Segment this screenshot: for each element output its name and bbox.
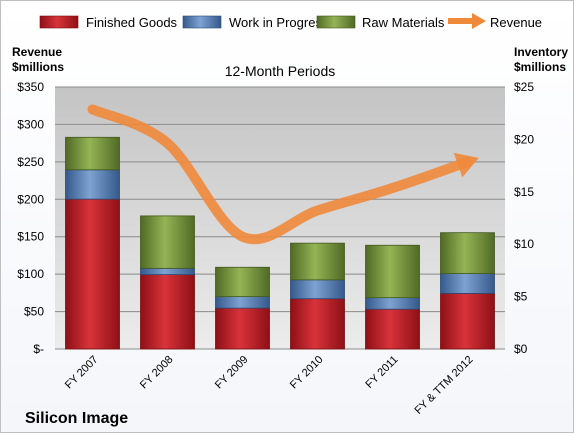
x-tick-label: FY & TTM 2012 [413,354,476,417]
bar-finished-goods [440,293,495,350]
left-axis-title-line2: $millions [12,60,64,74]
legend-item-raw-materials: Raw Materials [316,15,445,30]
x-axis-ticks: FY 2007 FY 2008 FY 2009 FY 2010 FY 2011 FY & … [63,354,476,417]
left-tick-label: $300 [17,117,44,131]
right-axis-ticks: $0 $5 $10 $15 $20 $25 [514,80,534,356]
left-axis-ticks: $- $50 $100 $150 $200 $250 $300 $350 [17,80,44,356]
left-tick-label: $350 [17,80,44,94]
bars-layer [65,136,495,350]
bar-raw-materials [290,242,345,281]
right-axis-title-line2: $millions [514,60,566,74]
right-tick-label: $10 [514,237,534,251]
legend-swatch-work-in-progress [182,15,222,29]
bar-finished-goods [365,308,420,350]
x-tick-label: FY 2008 [138,354,176,392]
left-axis-title-line1: Revenue [12,45,62,59]
legend-arrow-revenue [472,13,486,29]
x-tick-label: FY 2011 [363,354,400,391]
left-tick-label: $250 [17,155,44,169]
bar-finished-goods [290,298,345,350]
bar-work-in-progress [440,273,495,294]
left-tick-label: $150 [17,230,44,244]
x-tick-label: FY 2009 [213,354,251,392]
right-tick-label: $5 [514,290,528,304]
right-tick-label: $0 [514,342,528,356]
right-tick-label: $20 [514,132,534,146]
bar-raw-materials [365,244,420,299]
bar-work-in-progress [65,169,120,200]
bar-raw-materials [65,136,120,171]
legend-item-revenue: Revenue [448,13,542,30]
revenue-line [87,104,473,245]
bar-finished-goods [215,307,270,350]
bar-raw-materials [440,232,495,274]
chart-subtitle: 12-Month Periods [225,63,336,79]
legend-swatch-finished-goods [39,15,79,29]
bar-raw-materials [215,266,270,298]
right-tick-label: $25 [514,80,534,94]
right-tick-label: $15 [514,185,534,199]
left-tick-label: $- [33,342,44,356]
revenue-line-layer [87,104,479,245]
left-tick-label: $100 [17,267,44,281]
left-tick-label: $200 [17,192,44,206]
legend-label-work-in-progress: Work in Progress [229,15,329,30]
legend-item-work-in-progress: Work in Progress [182,15,329,30]
gridlines [55,86,505,350]
company-name: Silicon Image [25,410,128,427]
bar-raw-materials [140,215,195,269]
bar-work-in-progress [215,296,270,309]
legend-item-finished-goods: Finished Goods [39,15,178,30]
legend-label-revenue: Revenue [490,15,542,30]
legend-label-raw-materials: Raw Materials [362,15,445,30]
left-tick-label: $50 [24,305,44,319]
bar-finished-goods [140,274,195,350]
bar-work-in-progress [365,297,420,310]
legend: Finished Goods Work in Progress Raw Mate… [39,13,542,30]
x-tick-label: FY 2010 [288,354,326,392]
plot-area [55,87,505,349]
legend-swatch-raw-materials [316,15,356,29]
revenue-arrowhead [453,152,479,178]
right-axis-title-line1: Inventory [514,45,568,59]
legend-label-finished-goods: Finished Goods [86,15,178,30]
x-tick-label: FY 2007 [63,354,101,392]
bar-finished-goods [65,198,120,350]
bar-work-in-progress [140,267,195,275]
bar-work-in-progress [290,279,345,300]
